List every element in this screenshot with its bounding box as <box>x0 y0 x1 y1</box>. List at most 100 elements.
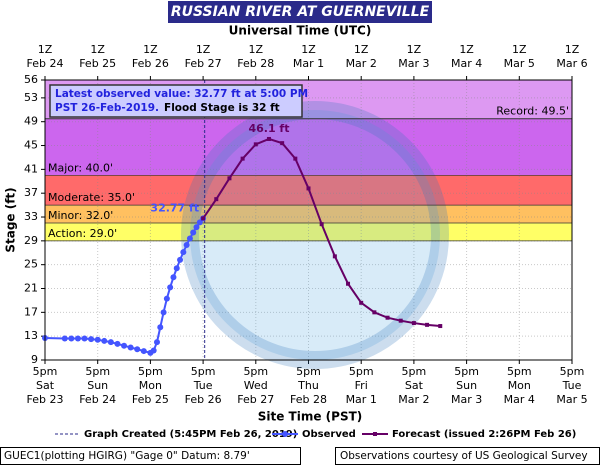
observed-point <box>121 342 128 349</box>
legend-label: Graph Created (5:45PM Feb 26, 2019) <box>84 429 297 440</box>
x2-tick-label: 1Z <box>196 43 211 56</box>
observed-point <box>107 339 114 346</box>
observed-point <box>177 256 184 263</box>
x-tick-label: 5pm <box>507 365 532 378</box>
observed-point <box>140 348 147 355</box>
threshold-label: Action: 29.0' <box>48 227 117 240</box>
observed-point <box>163 295 170 302</box>
x2-tick-label: Mar 2 <box>346 57 377 70</box>
legend: Graph Created (5:45PM Feb 26, 2019) Obse… <box>55 429 576 440</box>
x2-tick-label: Feb 25 <box>79 57 116 70</box>
x2-tick-label: 1Z <box>512 43 527 56</box>
x2-tick-label: Feb 26 <box>132 57 169 70</box>
y-tick-label: 13 <box>24 329 38 342</box>
observed-point <box>183 242 190 249</box>
threshold-label: Minor: 32.0' <box>48 209 113 222</box>
x2-tick-label: 1Z <box>354 43 369 56</box>
x2-tick-label: 1Z <box>90 43 105 56</box>
x2-tick-label: Feb 28 <box>237 57 274 70</box>
observed-point <box>190 229 197 236</box>
y-tick-label: 29 <box>24 234 38 247</box>
flood-band <box>45 222 572 241</box>
x-tick-label: Mon <box>139 379 162 392</box>
x2-tick-label: 1Z <box>249 43 264 56</box>
x2-tick-label: Feb 27 <box>185 57 222 70</box>
x-tick-label: Feb 23 <box>27 393 64 406</box>
legend-observed-dot <box>282 431 288 437</box>
forecast-point <box>319 222 324 227</box>
observed-point <box>94 336 101 343</box>
x-axis-label: Site Time (PST) <box>258 410 363 424</box>
x-tick-label: 5pm <box>560 365 585 378</box>
forecast-point <box>438 324 443 329</box>
threshold-label: Record: 49.5' <box>496 105 569 118</box>
x-tick-label: 5pm <box>138 365 163 378</box>
y-tick-label: 41 <box>24 162 38 175</box>
y-tick-label: 17 <box>24 305 38 318</box>
x2-tick-label: Feb 24 <box>27 57 64 70</box>
observed-point <box>173 265 180 272</box>
x-tick-label: 5pm <box>191 365 216 378</box>
x-tick-label: 5pm <box>402 365 427 378</box>
value-label: 32.77 ft <box>150 201 199 214</box>
x-tick-label: 5pm <box>454 365 479 378</box>
threshold-label: Moderate: 35.0' <box>48 191 135 204</box>
x2-tick-label: Mar 4 <box>451 57 482 70</box>
x-tick-label: Thu <box>297 379 319 392</box>
x2-tick-label: 1Z <box>301 43 316 56</box>
x-tick-label: Tue <box>193 379 213 392</box>
x-tick-label: Mar 1 <box>346 393 377 406</box>
legend-label: Observed <box>302 429 356 440</box>
x-tick-label: Fri <box>355 379 368 392</box>
footer-left: GUEC1(plotting HGIRG) "Gage 0" Datum: 8.… <box>4 450 250 462</box>
x-tick-label: Mar 2 <box>398 393 429 406</box>
observed-point <box>167 284 174 291</box>
x-tick-label: Tue <box>562 379 582 392</box>
x-tick-label: Feb 26 <box>185 393 222 406</box>
observed-point <box>61 335 68 342</box>
observed-point <box>74 335 81 342</box>
legend-label: Forecast (issued 2:26PM Feb 26) <box>392 429 576 440</box>
info-box <box>49 84 303 118</box>
y-tick-label: 53 <box>24 91 38 104</box>
observed-point <box>88 336 95 343</box>
observed-point <box>186 235 193 242</box>
forecast-point <box>398 318 403 323</box>
x2-tick-label: 1Z <box>407 43 422 56</box>
x2-tick-label: Mar 3 <box>398 57 429 70</box>
x2-tick-label: 1Z <box>143 43 158 56</box>
x2-tick-label: 1Z <box>459 43 474 56</box>
y-tick-label: 25 <box>24 258 38 271</box>
observed-point <box>160 309 167 316</box>
x2-tick-label: Mar 5 <box>504 57 535 70</box>
y-tick-label: 33 <box>24 210 38 223</box>
value-label: 46.1 ft <box>248 122 289 135</box>
forecast-point <box>293 156 298 161</box>
info-flood-stage: Flood Stage is 32 ft <box>164 102 280 114</box>
x-tick-label: Feb 27 <box>237 393 274 406</box>
forecast-point <box>253 142 258 147</box>
observed-point <box>114 340 121 347</box>
chart-title: RUSSIAN RIVER AT GUERNEVILLE <box>171 4 430 20</box>
forecast-point <box>266 136 271 141</box>
observed-point <box>153 339 160 346</box>
x-tick-label: 5pm <box>349 365 374 378</box>
info-line: Latest observed value: 32.77 ft at 5:00 … <box>55 88 308 100</box>
forecast-point <box>227 176 232 181</box>
x-tick-label: Mar 3 <box>451 393 482 406</box>
flood-band <box>45 205 572 223</box>
forecast-point <box>280 141 285 146</box>
x-tick-label: Sat <box>36 379 55 392</box>
y-tick-label: 9 <box>31 353 38 366</box>
title-bar <box>168 1 432 23</box>
forecast-point <box>385 315 390 320</box>
footer-right: Observations courtesy of US Geological S… <box>340 450 588 462</box>
x-tick-label: 5pm <box>243 365 268 378</box>
observed-point <box>68 335 75 342</box>
x-tick-label: Mar 4 <box>504 393 535 406</box>
forecast-point <box>240 156 245 161</box>
forecast-point <box>359 300 364 305</box>
observed-point <box>134 346 141 353</box>
